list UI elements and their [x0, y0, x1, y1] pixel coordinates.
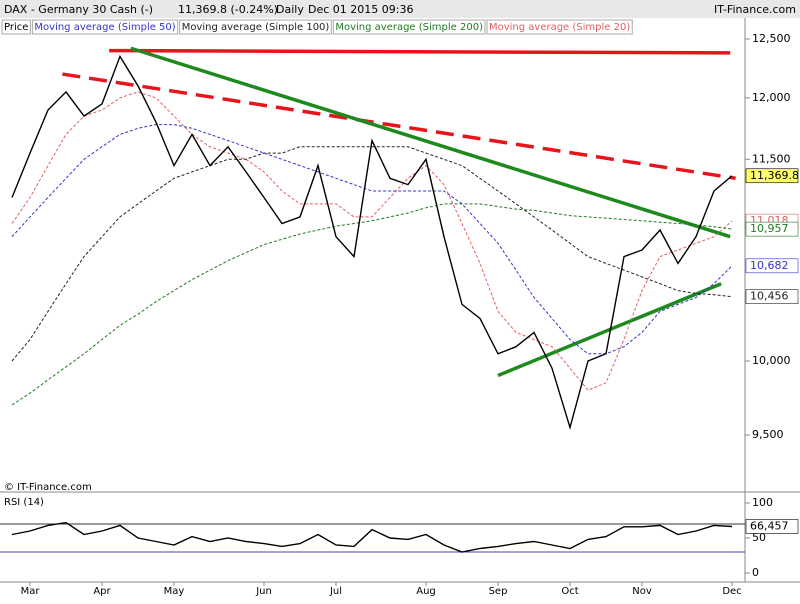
period: Daily [276, 3, 304, 16]
y-tick-label: 12,000 [752, 91, 791, 104]
value-tag [745, 221, 799, 237]
trend-line [62, 72, 736, 180]
trend-line [109, 48, 731, 55]
series-line [11, 521, 733, 553]
header-bar [0, 0, 800, 18]
series-line [11, 146, 733, 362]
value-tag-label: 11,369.8 [750, 169, 799, 182]
legend-entry: Moving average (Simple 100) [182, 22, 330, 33]
trend-line [497, 282, 722, 378]
value-tag-label: 10,957 [750, 222, 789, 235]
legend-box [332, 19, 486, 35]
x-tick-label: Sep [489, 586, 508, 597]
series-line [11, 91, 733, 391]
watermark: © IT-Finance.com [4, 482, 92, 493]
value-tag-label: 10,682 [750, 259, 789, 272]
legend-box [179, 19, 332, 35]
brand: IT-Finance.com [714, 3, 796, 16]
x-tick-label: May [164, 586, 185, 597]
legend-entry: Price [4, 22, 28, 33]
timestamp: Dec 01 2015 09:36 [308, 3, 413, 16]
value-tag [745, 168, 799, 184]
y-tick-label: 0 [752, 566, 759, 579]
y-tick-label: 12,500 [752, 32, 791, 45]
x-tick-label: Oct [561, 586, 578, 597]
x-tick-label: Mar [21, 586, 41, 597]
legend-box [486, 19, 633, 35]
y-tick-label: 11,500 [752, 152, 791, 165]
value-tag-label: 66,457 [750, 519, 789, 532]
legend-entry: Moving average (Simple 200) [335, 22, 483, 33]
quote: 11,369.8 (-0.24%) [178, 3, 278, 16]
value-tag-label: 10,456 [750, 290, 789, 303]
y-tick-label: 50 [752, 531, 766, 544]
value-tag [745, 519, 799, 534]
legend-entry: Moving average (Simple 50) [34, 22, 175, 33]
legend-box [31, 19, 179, 35]
series-line [11, 54, 733, 431]
legend-box [1, 19, 31, 35]
x-tick-label: Dec [722, 586, 741, 597]
rsi-title: RSI (14) [4, 497, 44, 508]
trend-line [130, 46, 731, 239]
chart-title: DAX - Germany 30 Cash (-) [4, 3, 153, 16]
x-tick-label: Jun [255, 586, 272, 597]
value-tag [745, 258, 799, 274]
x-tick-label: Jul [329, 586, 342, 597]
y-tick-label: 9,500 [752, 428, 784, 441]
series-line [11, 203, 733, 406]
legend-entry: Moving average (Simple 20) [489, 22, 630, 33]
y-tick-label: 100 [752, 496, 773, 509]
x-tick-label: Apr [93, 586, 111, 597]
y-tick-label: 10,000 [752, 354, 791, 367]
x-tick-label: Aug [416, 586, 436, 597]
x-tick-label: Nov [632, 586, 652, 597]
series-line [11, 124, 733, 355]
value-tag [745, 289, 799, 304]
